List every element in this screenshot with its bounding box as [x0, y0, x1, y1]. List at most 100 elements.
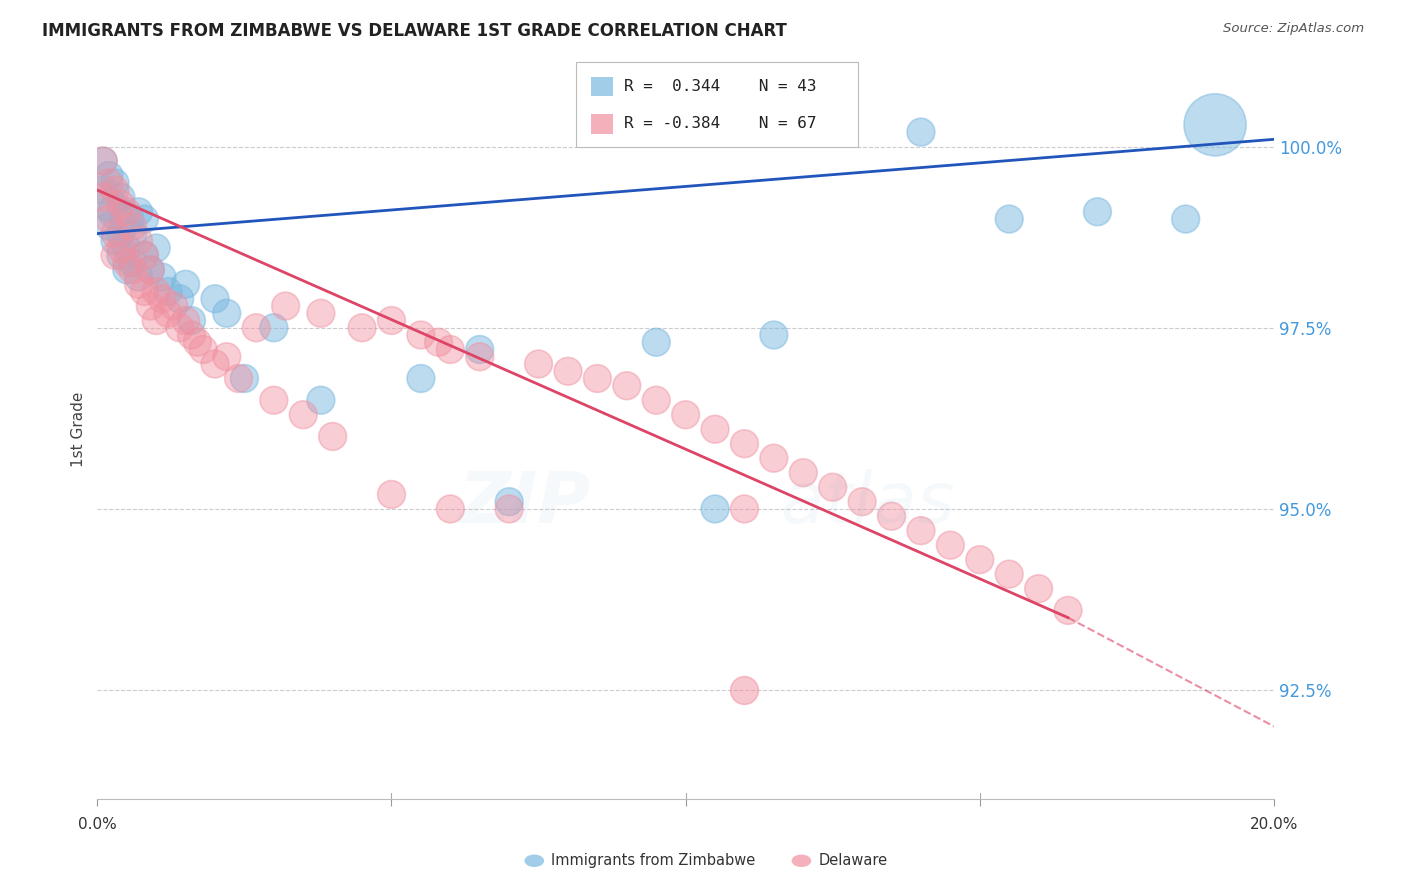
- Point: [134, 248, 156, 262]
- Point: [527, 357, 550, 371]
- Point: [645, 393, 668, 408]
- Point: [169, 292, 191, 306]
- Point: [322, 429, 344, 443]
- Point: [91, 154, 114, 169]
- Point: [263, 393, 285, 408]
- Text: ZIP: ZIP: [460, 468, 592, 538]
- Point: [121, 219, 143, 234]
- Point: [128, 204, 150, 219]
- Point: [156, 285, 179, 299]
- Point: [557, 364, 579, 378]
- Point: [704, 502, 727, 516]
- Point: [228, 371, 250, 385]
- Point: [104, 248, 127, 262]
- Point: [110, 197, 132, 211]
- Point: [1087, 204, 1109, 219]
- Point: [104, 176, 127, 190]
- Point: [309, 393, 332, 408]
- Point: [150, 270, 173, 285]
- Point: [233, 371, 256, 385]
- Point: [163, 299, 186, 313]
- Point: [733, 683, 755, 698]
- Point: [733, 436, 755, 450]
- Point: [215, 350, 238, 364]
- Text: IMMIGRANTS FROM ZIMBABWE VS DELAWARE 1ST GRADE CORRELATION CHART: IMMIGRANTS FROM ZIMBABWE VS DELAWARE 1ST…: [42, 22, 787, 40]
- Point: [121, 227, 143, 241]
- Point: [110, 241, 132, 255]
- Point: [586, 371, 609, 385]
- Point: [115, 212, 138, 227]
- Point: [134, 285, 156, 299]
- Point: [880, 509, 903, 524]
- Text: atlas: atlas: [780, 468, 955, 538]
- Point: [380, 313, 402, 327]
- Text: Immigrants from Zimbabwe: Immigrants from Zimbabwe: [551, 854, 755, 868]
- Point: [439, 502, 461, 516]
- Point: [762, 451, 785, 466]
- Point: [427, 335, 450, 350]
- Text: Source: ZipAtlas.com: Source: ZipAtlas.com: [1223, 22, 1364, 36]
- Point: [998, 567, 1021, 582]
- Point: [110, 248, 132, 262]
- Text: R = -0.384    N = 67: R = -0.384 N = 67: [624, 117, 817, 131]
- Text: Delaware: Delaware: [818, 854, 887, 868]
- Point: [468, 343, 491, 357]
- Point: [115, 262, 138, 277]
- Point: [110, 190, 132, 204]
- Point: [309, 306, 332, 320]
- Point: [851, 494, 873, 508]
- Point: [468, 350, 491, 364]
- Point: [180, 313, 202, 327]
- Point: [910, 125, 932, 139]
- Point: [821, 480, 844, 494]
- Point: [139, 299, 162, 313]
- Point: [91, 190, 114, 204]
- Point: [134, 248, 156, 262]
- Point: [91, 154, 114, 169]
- Point: [98, 212, 121, 227]
- Point: [762, 328, 785, 343]
- Point: [110, 227, 132, 241]
- Point: [115, 204, 138, 219]
- Point: [145, 285, 167, 299]
- Point: [704, 422, 727, 436]
- Point: [733, 502, 755, 516]
- Point: [193, 343, 215, 357]
- Point: [98, 197, 121, 211]
- Point: [969, 552, 991, 566]
- Point: [409, 328, 432, 343]
- Point: [998, 212, 1021, 227]
- Point: [91, 183, 114, 197]
- Point: [180, 328, 202, 343]
- Point: [498, 494, 520, 508]
- Point: [156, 306, 179, 320]
- Point: [1028, 582, 1050, 596]
- Point: [274, 299, 297, 313]
- Point: [115, 255, 138, 269]
- Point: [186, 335, 208, 350]
- Point: [409, 371, 432, 385]
- Point: [215, 306, 238, 320]
- Point: [104, 227, 127, 241]
- Point: [498, 502, 520, 516]
- Point: [145, 241, 167, 255]
- Point: [128, 270, 150, 285]
- Point: [1057, 603, 1080, 617]
- Point: [204, 292, 226, 306]
- Point: [910, 524, 932, 538]
- Point: [1204, 118, 1226, 132]
- Point: [380, 487, 402, 501]
- Point: [616, 378, 638, 392]
- Text: R =  0.344    N = 43: R = 0.344 N = 43: [624, 79, 817, 94]
- Point: [98, 219, 121, 234]
- Point: [104, 204, 127, 219]
- Point: [204, 357, 226, 371]
- Point: [121, 255, 143, 269]
- Point: [134, 212, 156, 227]
- Point: [645, 335, 668, 350]
- Point: [792, 466, 814, 480]
- Point: [174, 277, 197, 292]
- Point: [352, 320, 374, 334]
- Point: [115, 241, 138, 255]
- Point: [104, 234, 127, 248]
